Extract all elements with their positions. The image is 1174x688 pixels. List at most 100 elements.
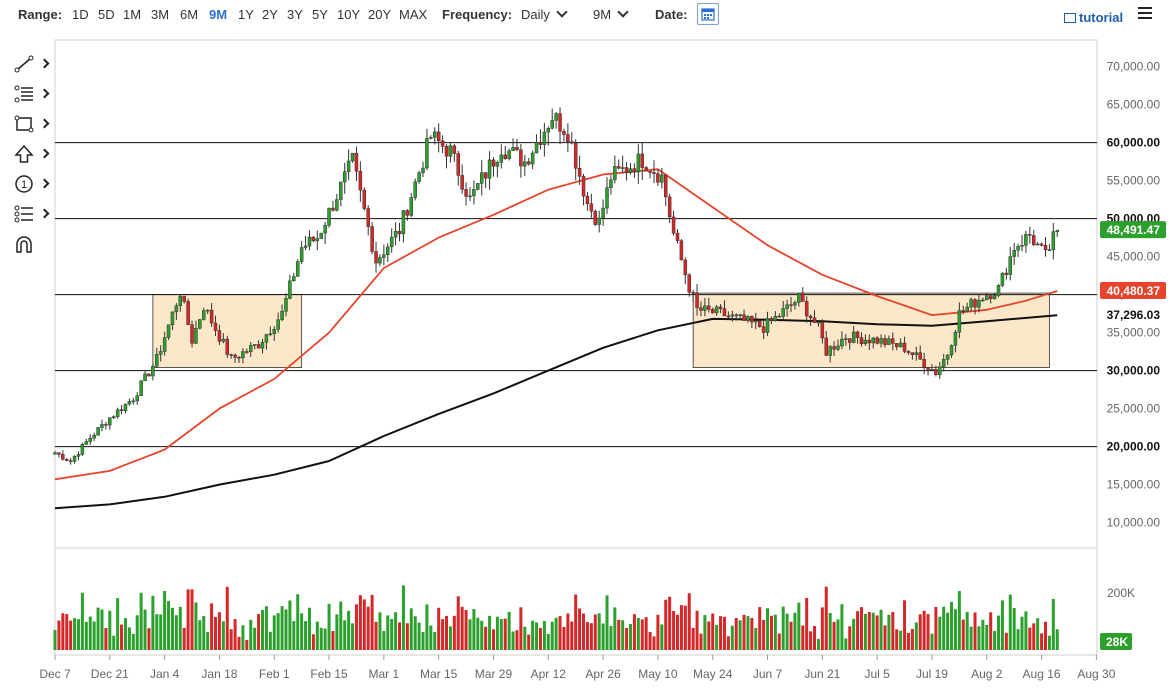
candle-body	[918, 352, 922, 360]
volume-bar	[1020, 616, 1024, 650]
range-2y[interactable]: 2Y	[262, 7, 278, 22]
range-6m[interactable]: 6M	[180, 7, 199, 22]
measure-tool[interactable]	[14, 203, 52, 225]
candle-body	[272, 329, 276, 335]
volume-bar	[926, 614, 930, 650]
candle-body	[613, 166, 617, 181]
volume-bar	[390, 619, 394, 650]
candle-body	[1008, 256, 1013, 275]
candle-body	[292, 276, 296, 282]
candle-body	[965, 306, 969, 312]
candle-body	[620, 167, 625, 169]
candle-body	[558, 113, 562, 132]
annotation-tool[interactable]: 1	[14, 173, 52, 195]
arrow-tool[interactable]	[14, 143, 52, 165]
volume-bar	[832, 621, 836, 650]
volume-bar	[437, 607, 441, 650]
range-3y[interactable]: 3Y	[287, 7, 303, 22]
volume-bar	[69, 620, 73, 650]
volume-bar	[597, 613, 601, 650]
chevron-right-icon	[39, 148, 50, 159]
volume-bar	[1024, 611, 1028, 650]
range-1y[interactable]: 1Y	[238, 7, 254, 22]
volume-bar	[934, 606, 938, 650]
candle-body	[233, 354, 237, 358]
magnet-tool[interactable]	[14, 233, 52, 255]
range-3m[interactable]: 3M	[151, 7, 170, 22]
period-select[interactable]: 9M	[593, 6, 629, 22]
candle-body	[295, 261, 300, 277]
candle-body	[1024, 234, 1028, 246]
volume-tick-label: 200K	[1107, 586, 1135, 600]
frequency-select[interactable]: Daily	[521, 6, 568, 22]
candle-body	[765, 318, 770, 333]
candle-body	[636, 153, 641, 173]
candle-body	[170, 311, 175, 326]
calendar-button[interactable]	[697, 3, 719, 25]
candle-body	[683, 259, 688, 276]
volume-bar	[190, 589, 194, 650]
volume-bar	[562, 626, 566, 650]
candle-body	[119, 409, 124, 412]
range-1d[interactable]: 1D	[72, 7, 89, 22]
volume-bar	[887, 614, 891, 650]
candle-body	[483, 172, 488, 179]
candle-body	[906, 351, 911, 353]
volume-bar	[605, 595, 609, 650]
date-tick-label: Feb 1	[259, 667, 290, 681]
rectangle-tool[interactable]	[14, 113, 52, 135]
range-20y[interactable]: 20Y	[368, 7, 392, 22]
volume-bar	[445, 615, 448, 650]
fibonacci-tool[interactable]	[14, 83, 52, 105]
candle-body	[166, 324, 171, 338]
volume-bar	[84, 621, 88, 650]
volume-bar	[131, 633, 135, 650]
date-tick-label: Mar 29	[475, 667, 513, 681]
range-5d[interactable]: 5D	[98, 7, 115, 22]
range-10y[interactable]: 10Y	[337, 7, 361, 22]
candle-body	[609, 179, 613, 188]
candle-body	[938, 366, 942, 375]
volume-bar	[511, 631, 515, 650]
consolidation-box	[692, 292, 1050, 368]
candle-body	[992, 295, 997, 300]
candle-body	[652, 172, 656, 174]
candle-body	[1035, 243, 1040, 246]
candle-body	[370, 226, 374, 252]
candle-body	[386, 246, 390, 255]
range-9m[interactable]: 9M	[209, 7, 228, 22]
volume-bar	[613, 607, 617, 650]
volume-bar	[159, 614, 163, 650]
tutorial-link[interactable]: tutorial	[1064, 10, 1123, 25]
candle-body	[746, 316, 750, 321]
volume-bar	[875, 615, 879, 650]
candle-body	[554, 113, 558, 121]
candle-body	[538, 142, 543, 145]
level-tag-label: 30,000.00	[1107, 364, 1161, 378]
candle-body	[820, 321, 825, 339]
volume-bar	[1047, 635, 1051, 650]
trendline-tool[interactable]	[14, 53, 52, 75]
candle-body	[887, 338, 891, 345]
candle-body	[64, 459, 69, 461]
volume-bar	[871, 612, 875, 650]
candle-body	[969, 299, 973, 308]
volume-bar	[859, 607, 863, 650]
candle-body	[186, 301, 190, 325]
candle-body	[988, 295, 993, 300]
candle-body	[1043, 244, 1048, 250]
range-5y[interactable]: 5Y	[312, 7, 328, 22]
range-1m[interactable]: 1M	[123, 7, 142, 22]
volume-bar	[300, 613, 304, 650]
volume-bar	[852, 618, 856, 650]
candle-body	[734, 314, 738, 317]
date-tick-label: Jul 19	[916, 667, 948, 681]
candle-body	[573, 142, 578, 169]
hamburger-menu-button[interactable]	[1138, 7, 1152, 19]
range-max[interactable]: MAX	[399, 7, 428, 22]
volume-bar	[1040, 633, 1044, 650]
volume-bar	[327, 603, 331, 650]
volume-bar	[918, 614, 922, 650]
volume-bar	[828, 613, 832, 650]
candle-body	[523, 161, 527, 167]
